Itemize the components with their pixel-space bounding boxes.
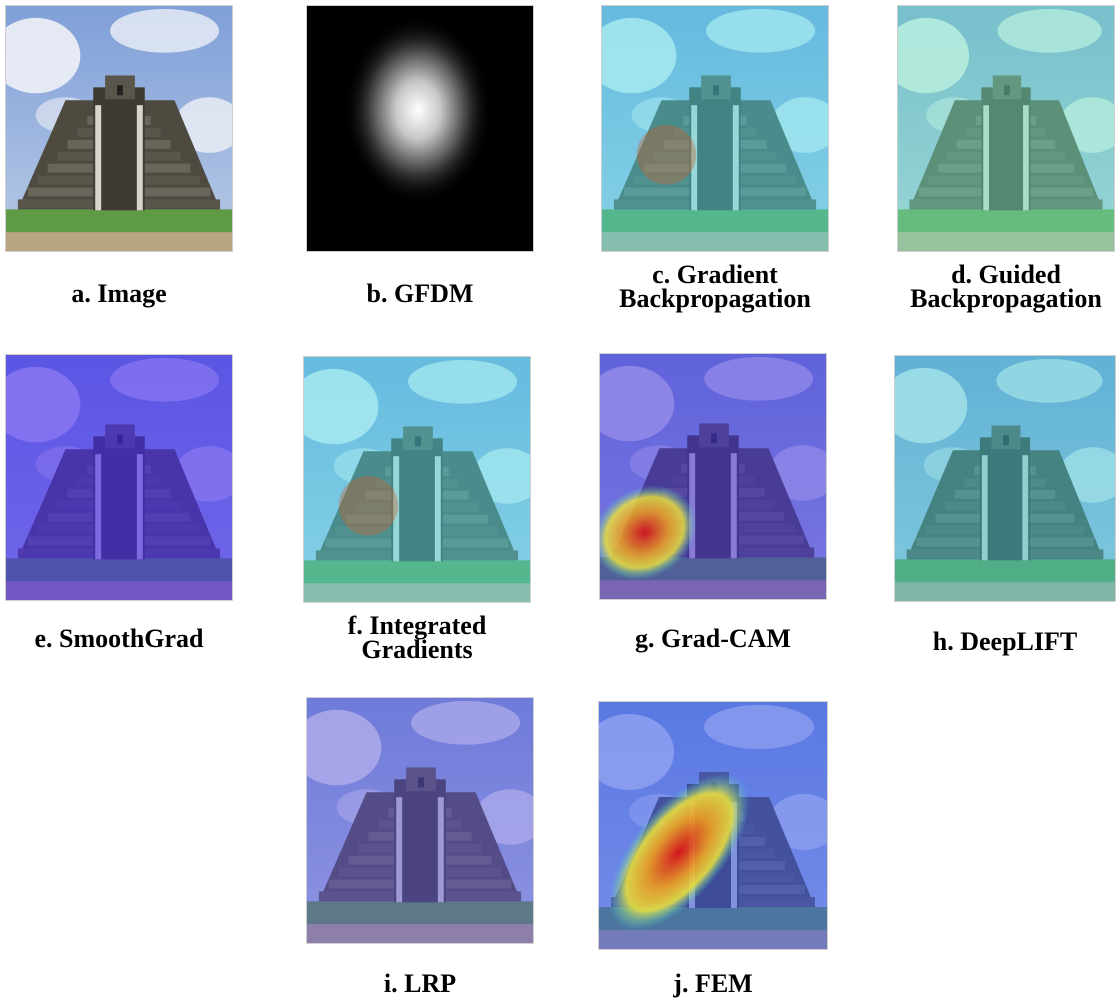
panel-d-guided-backpropagation [897, 5, 1115, 252]
panel-g-picture [600, 354, 826, 599]
panel-h-deeplift [894, 355, 1116, 602]
panel-e-picture [6, 355, 232, 600]
panel-h-picture [895, 356, 1115, 601]
caption-i: i. LRP [306, 972, 534, 996]
caption-f: f. Integrated Gradients [293, 614, 541, 662]
panel-i-lrp [306, 697, 534, 944]
caption-b: b. GFDM [306, 282, 534, 306]
panel-j-fem [598, 701, 828, 950]
panel-c-picture [602, 6, 828, 251]
caption-g: g. Grad-CAM [594, 627, 832, 651]
caption-c: c. Gradient Backpropagation [581, 263, 849, 311]
panel-j-picture [599, 702, 827, 949]
caption-d: d. Guided Backpropagation [886, 263, 1120, 311]
caption-e: e. SmoothGrad [0, 627, 238, 651]
panel-i-picture [307, 698, 533, 943]
panel-a-picture [6, 6, 232, 251]
panel-f-picture [304, 357, 530, 602]
panel-c-gradient-backpropagation [601, 5, 829, 252]
panel-f-integrated-gradients [303, 356, 531, 603]
panel-a-image [5, 5, 233, 252]
caption-a: a. Image [5, 282, 233, 306]
caption-j: j. FEM [598, 972, 828, 996]
panel-b-gfdm [306, 5, 534, 252]
caption-h: h. DeepLIFT [894, 630, 1116, 654]
panel-e-smoothgrad [5, 354, 233, 601]
panel-d-picture [898, 6, 1114, 251]
panel-b-picture [307, 6, 533, 251]
panel-g-grad-cam [599, 353, 827, 600]
